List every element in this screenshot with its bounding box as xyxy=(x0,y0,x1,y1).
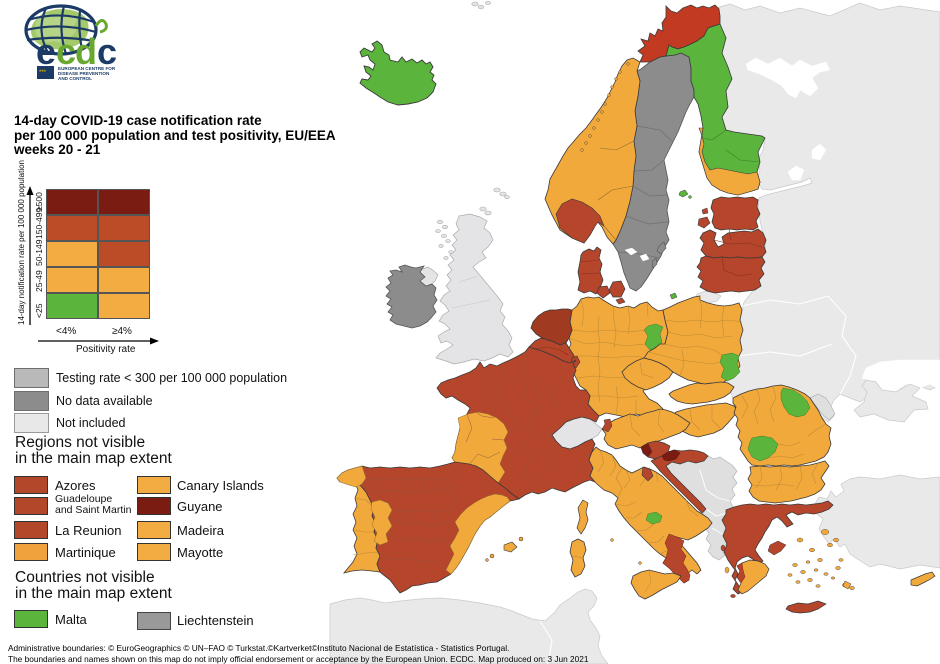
svg-text:e: e xyxy=(36,31,56,72)
svg-text:AND CONTROL: AND CONTROL xyxy=(58,76,92,81)
svg-text:c: c xyxy=(56,31,76,72)
svg-text:EUROPEAN CENTRE FOR: EUROPEAN CENTRE FOR xyxy=(58,66,116,71)
svg-text:c: c xyxy=(97,31,117,72)
svg-text:***: *** xyxy=(39,70,47,76)
svg-text:DISEASE PREVENTION: DISEASE PREVENTION xyxy=(58,71,110,76)
svg-text:d: d xyxy=(75,31,97,72)
